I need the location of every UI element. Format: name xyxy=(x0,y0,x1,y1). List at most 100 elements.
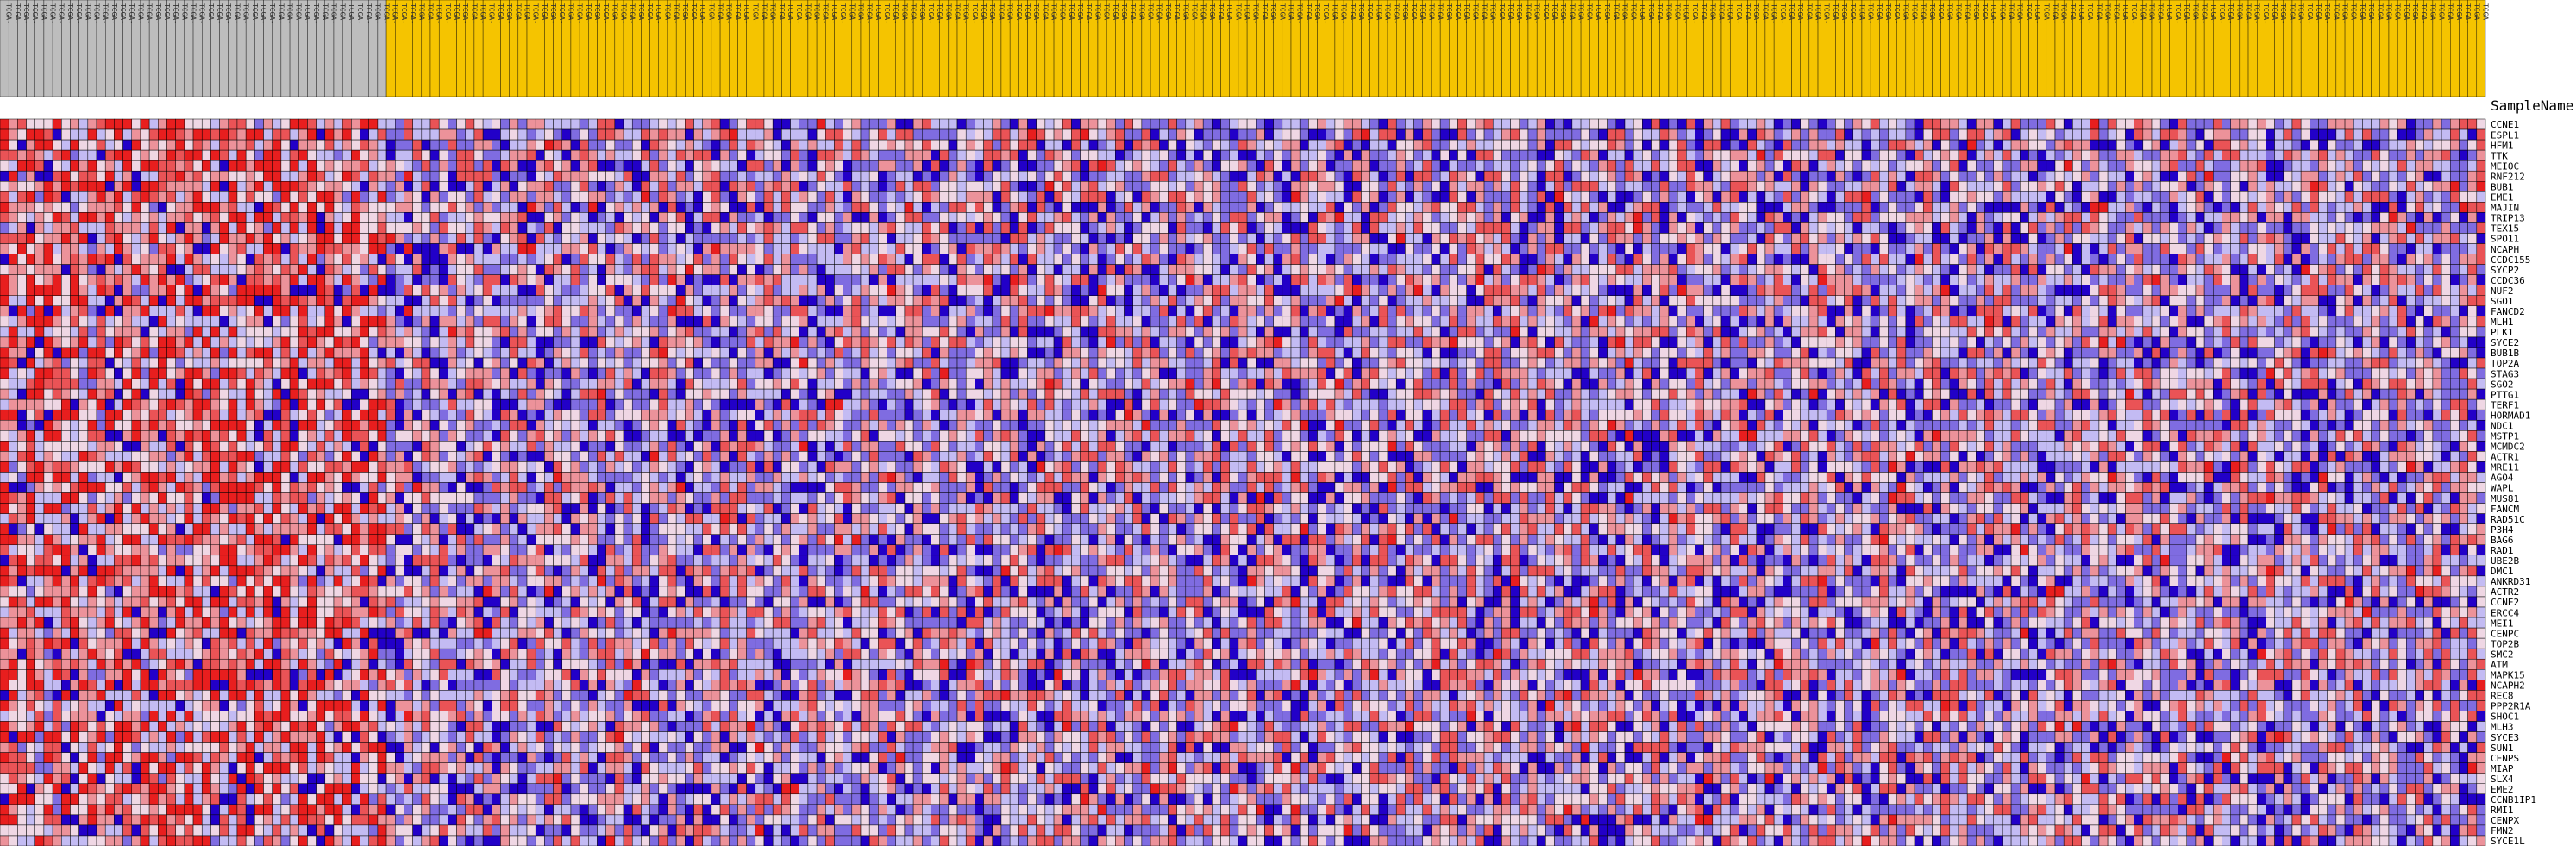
heatmap-cell xyxy=(1756,254,1766,265)
column-label: TCGA- xyxy=(1112,3,1119,24)
heatmap-cell xyxy=(122,128,133,141)
heatmap-cell xyxy=(298,274,308,285)
heatmap-cell xyxy=(1966,264,1977,275)
heatmap-cell xyxy=(878,233,887,244)
heatmap-cell xyxy=(1870,243,1880,254)
heatmap-cell xyxy=(729,264,738,275)
column-label: TCGA- xyxy=(242,3,250,24)
heatmap-cell xyxy=(324,212,335,223)
heatmap-cell xyxy=(2116,264,2126,275)
heatmap-cell xyxy=(614,160,624,172)
heatmap-cell xyxy=(1492,139,1502,151)
heatmap-cell xyxy=(2090,254,2100,265)
heatmap-cell xyxy=(1492,128,1502,141)
heatmap-cell xyxy=(588,222,598,234)
heatmap-cell xyxy=(860,243,870,254)
heatmap-cell xyxy=(2098,202,2109,213)
heatmap-cell xyxy=(2054,191,2065,203)
heatmap-cell xyxy=(868,191,879,203)
heatmap-cell xyxy=(992,118,1002,130)
heatmap-cell xyxy=(1405,243,1414,254)
heatmap-cell xyxy=(763,149,774,161)
heatmap-cell xyxy=(597,118,606,130)
heatmap-cell xyxy=(763,160,774,172)
heatmap-cell xyxy=(1369,254,1380,265)
heatmap-cell xyxy=(2037,202,2047,213)
heatmap-cell xyxy=(2274,222,2285,234)
heatmap-cell xyxy=(851,149,862,161)
heatmap-cell xyxy=(2406,254,2416,265)
heatmap-cell xyxy=(2116,149,2126,161)
heatmap-cell xyxy=(2090,264,2100,275)
heatmap-cell xyxy=(517,160,528,172)
heatmap-cell xyxy=(1150,181,1160,192)
heatmap-cell xyxy=(1677,160,1687,172)
heatmap-cell xyxy=(2467,202,2478,213)
column-label: TCGA- xyxy=(5,3,13,24)
heatmap-cell xyxy=(351,222,360,234)
heatmap-cell xyxy=(52,160,62,172)
heatmap-cell xyxy=(2222,254,2231,265)
heatmap-cell xyxy=(2362,202,2372,213)
heatmap-cell xyxy=(1088,149,1099,161)
heatmap-cell xyxy=(939,254,950,265)
heatmap-cell xyxy=(280,118,291,130)
heatmap-cell xyxy=(377,254,387,265)
heatmap-cell xyxy=(1317,181,1326,192)
heatmap-cell xyxy=(1080,181,1090,192)
heatmap-cell xyxy=(597,181,606,192)
heatmap-cell xyxy=(377,149,387,161)
heatmap-cell xyxy=(492,212,501,223)
heatmap-cell xyxy=(1571,243,1582,254)
heatmap-cell xyxy=(1106,160,1116,172)
column-label: TCGA- xyxy=(2315,3,2322,24)
heatmap-cell xyxy=(2178,222,2188,234)
heatmap-cell xyxy=(1334,212,1344,223)
heatmap-cell xyxy=(61,170,71,182)
heatmap-cell xyxy=(2028,264,2038,275)
heatmap-cell xyxy=(904,191,914,203)
heatmap-cell xyxy=(429,202,440,213)
heatmap-cell xyxy=(1545,118,1555,130)
heatmap-cell xyxy=(1036,118,1046,130)
heatmap-cell xyxy=(2178,170,2188,182)
heatmap-cell xyxy=(1168,274,1177,285)
heatmap-cell xyxy=(1800,243,1810,254)
heatmap-cell xyxy=(2247,170,2258,182)
heatmap-cell xyxy=(1282,222,1292,234)
heatmap-cell xyxy=(1439,170,1450,182)
heatmap-cell xyxy=(1896,139,1907,151)
heatmap-cell xyxy=(482,139,492,151)
column-label: TCGA- xyxy=(356,3,364,24)
heatmap-cell xyxy=(2467,118,2478,130)
heatmap-cell xyxy=(1940,222,1951,234)
heatmap-cell xyxy=(1976,191,1985,203)
heatmap-cell xyxy=(1071,202,1081,213)
heatmap-cell xyxy=(597,191,606,203)
heatmap-cell xyxy=(1273,243,1283,254)
heatmap-cell xyxy=(87,181,97,192)
column-label: TCGA- xyxy=(1156,3,1163,24)
heatmap-cell xyxy=(1492,191,1502,203)
heatmap-cell xyxy=(2450,222,2460,234)
heatmap-cell xyxy=(825,233,835,244)
heatmap-cell xyxy=(509,118,519,130)
heatmap-cell xyxy=(140,243,150,254)
heatmap-cell xyxy=(685,202,694,213)
heatmap-cell xyxy=(1018,222,1028,234)
heatmap-cell xyxy=(140,149,150,161)
heatmap-cell xyxy=(1712,212,1722,223)
heatmap-cell xyxy=(2388,212,2398,223)
heatmap-cell xyxy=(992,128,1002,141)
heatmap-cell xyxy=(1343,222,1353,234)
heatmap-cell xyxy=(1159,118,1169,130)
heatmap-cell xyxy=(465,118,475,130)
heatmap-cell xyxy=(1246,118,1257,130)
heatmap-cell xyxy=(1378,149,1388,161)
heatmap-cell xyxy=(2081,191,2090,203)
heatmap-cell xyxy=(1299,170,1309,182)
heatmap-cell xyxy=(746,118,756,130)
heatmap-cell xyxy=(324,160,335,172)
heatmap-cell xyxy=(1501,118,1511,130)
heatmap-cell xyxy=(114,149,123,161)
